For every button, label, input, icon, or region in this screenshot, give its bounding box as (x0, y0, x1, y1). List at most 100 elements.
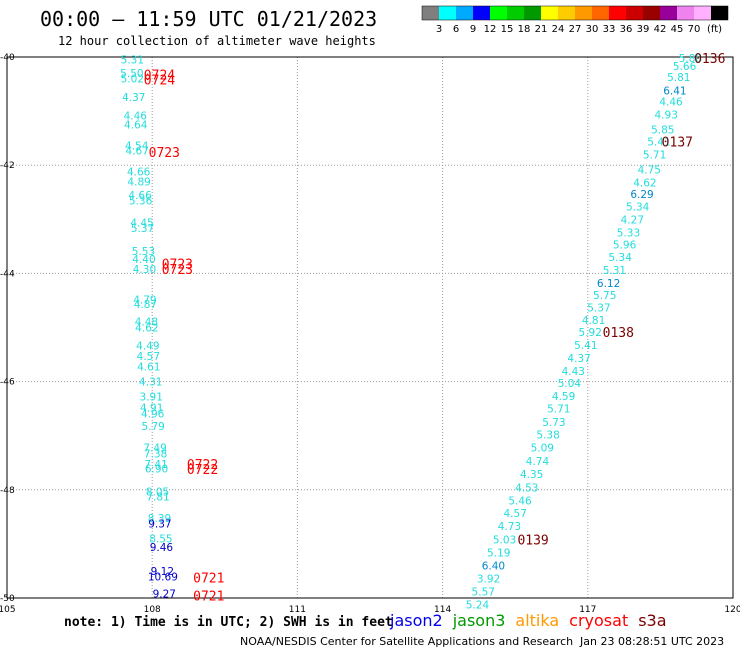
pass-time: 0138 (603, 326, 634, 341)
swh-value: 6.40 (482, 561, 505, 573)
swh-value: 5.81 (667, 72, 690, 84)
x-tick-labels: 105 108 111 114 117 120 (0, 605, 740, 615)
swh-value: 4.91 (140, 403, 163, 415)
x-tick-label: 120 (724, 605, 740, 615)
swh-value: 4.46 (659, 96, 683, 108)
swh-value: 6.12 (597, 278, 620, 290)
swh-value: 8.05 (146, 486, 169, 498)
swh-value: 5.36 (129, 195, 153, 207)
swh-value: 4.66 (128, 190, 152, 202)
color-swatch (507, 6, 524, 20)
swh-value: 5.03 (493, 535, 516, 547)
x-tick-label: 105 (0, 605, 16, 615)
y-tick-label: -50 (0, 594, 15, 604)
color-scale-label: 9 (470, 24, 476, 35)
color-swatch (694, 6, 711, 20)
pass-time: 0722 (187, 458, 218, 473)
pass-time: 0721 (193, 571, 224, 586)
swh-value: 3.91 (140, 392, 163, 404)
swh-value: 5.88 (679, 53, 702, 65)
pass-time: 0136 (694, 52, 725, 67)
pass-time: 0724 (144, 68, 175, 83)
satellite-legend: jason2 jason3 altika cryosat s3a (389, 611, 667, 630)
y-tick-label: -46 (0, 378, 15, 388)
swh-value: 8.55 (149, 533, 172, 545)
swh-value: 5.53 (132, 246, 155, 258)
grid-lines (7, 57, 733, 598)
color-swatch (711, 6, 728, 20)
color-scale-label: 45 (671, 24, 684, 35)
pass-time: 0723 (149, 146, 180, 161)
swh-value: 6.29 (630, 189, 653, 201)
color-swatch (677, 6, 694, 20)
pass-time: 0721 (193, 589, 224, 604)
color-swatch (643, 6, 660, 20)
color-swatch (558, 6, 575, 20)
swh-value: 4.45 (130, 218, 153, 230)
swh-value: 5.34 (609, 252, 633, 264)
swh-value: 4.46 (124, 110, 148, 122)
swh-value: 7.38 (144, 449, 167, 461)
swh-value: 5.04 (558, 378, 582, 390)
swh-value: 4.61 (137, 361, 160, 373)
swh-value: 4.59 (552, 391, 575, 403)
y-tick-labels: -40 -42 -44 -46 -48 -50 (0, 53, 15, 604)
swh-value: 4.54 (125, 141, 149, 153)
swh-value: 5.31 (121, 55, 144, 67)
swh-value: 9.46 (150, 542, 174, 554)
swh-value: 5.38 (536, 430, 559, 442)
swh-value: 5.73 (542, 417, 565, 429)
color-scale-label: 70 (688, 24, 701, 35)
swh-value: 4.48 (135, 317, 158, 329)
swh-value: 4.30 (133, 264, 156, 276)
color-scale-label: 6 (453, 24, 459, 35)
swh-value: 7.41 (144, 459, 167, 471)
pass-time: 0139 (517, 534, 548, 549)
swh-value: 4.93 (655, 109, 678, 121)
wave-height-labels: 5.315.505.024.374.464.644.544.674.664.89… (120, 53, 702, 611)
swh-value: 4.73 (498, 521, 521, 533)
swh-value: 5.33 (617, 227, 640, 239)
color-scale-bar: 3 6 9 12 15 18 21 24 27 30 33 36 39 42 45 70 (ft) (421, 5, 729, 35)
swh-value: 4.49 (136, 340, 159, 352)
swh-value: 5.37 (131, 223, 154, 235)
swh-value: 8.39 (148, 513, 171, 525)
color-swatch (575, 6, 592, 20)
swh-value: 5.96 (613, 240, 637, 252)
swh-value: 7.81 (146, 491, 169, 503)
pass-time: 0724 (144, 74, 175, 89)
color-scale-label: 33 (603, 24, 616, 35)
color-scale-label: 36 (620, 24, 633, 35)
color-swatch (626, 6, 643, 20)
swh-value: 5.66 (673, 61, 697, 73)
y-tick-label: -42 (0, 161, 15, 171)
x-tick-label: 114 (434, 605, 451, 615)
swh-value: 4.62 (135, 323, 158, 335)
x-tick-label: 108 (144, 605, 161, 615)
swh-value: 4.57 (137, 351, 160, 363)
plot-frame (6, 56, 734, 599)
chart-title: 00:00 — 11:59 UTC 01/21/2023 (40, 7, 377, 31)
swh-value: 5.37 (587, 302, 610, 314)
swh-value: 5.31 (603, 265, 626, 277)
swh-value: 5.19 (487, 548, 510, 560)
color-swatch (609, 6, 626, 20)
swh-value: 5.75 (593, 290, 616, 302)
swh-value: 4.75 (638, 165, 661, 177)
swh-value: 4.53 (515, 483, 538, 495)
swh-value: 9.27 (153, 589, 176, 601)
x-tick-label: 117 (579, 605, 596, 615)
swh-value: 5.57 (472, 587, 495, 599)
swh-value: 5.92 (579, 327, 602, 339)
y-tick-label: -48 (0, 486, 15, 496)
color-bar-frame (421, 5, 729, 21)
color-swatch (524, 6, 541, 20)
footnote: note: 1) Time is in UTC; 2) SWH is in fe… (64, 615, 393, 630)
color-scale-label: 42 (654, 24, 667, 35)
swh-value: 4.43 (562, 366, 585, 378)
swh-value: 6.41 (663, 86, 686, 98)
swh-value: 4.89 (127, 176, 150, 188)
swh-value: 4.79 (133, 294, 156, 306)
swh-value: 4.87 (134, 299, 157, 311)
